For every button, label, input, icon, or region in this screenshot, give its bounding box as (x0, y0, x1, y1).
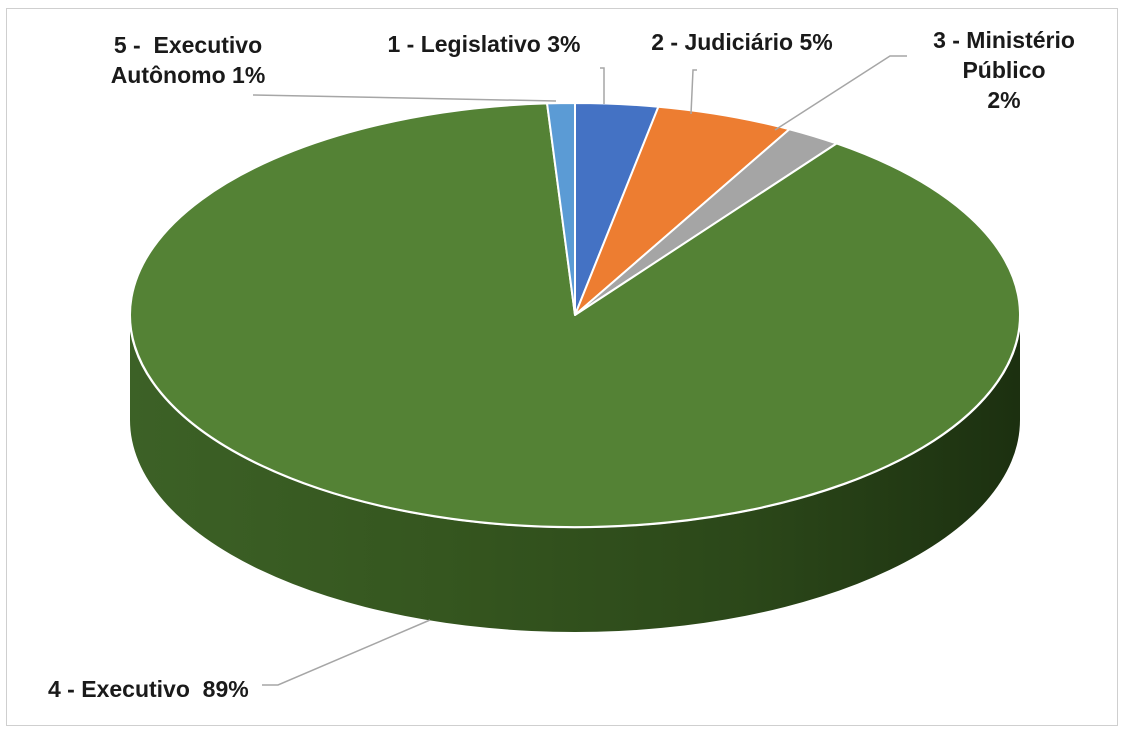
pie-side-executivo (130, 315, 1020, 632)
label-ministerio-line1: 3 - Ministério (933, 27, 1075, 53)
data-labels: 1 - Legislativo 3% 2 - Judiciário 5% 3 -… (48, 27, 1075, 702)
leader-line-autonomo (252, 94, 557, 102)
leader-line-executivo (262, 619, 431, 686)
chart-frame (6, 8, 1118, 726)
leader-line-judiciario (690, 69, 697, 115)
pie-top (129, 102, 1021, 528)
label-judiciario: 2 - Judiciário 5% (651, 29, 833, 55)
label-legislativo: 1 - Legislativo 3% (387, 31, 580, 57)
label-executivo: 4 - Executivo 89% (48, 676, 249, 702)
label-autonomo-line2: Autônomo 1% (111, 62, 266, 88)
label-ministerio-line2: Público (962, 57, 1045, 83)
pie-slice-autonomo (546, 102, 576, 316)
leader-lines (252, 55, 907, 686)
leader-line-ministerio (774, 55, 907, 131)
label-ministerio-line3: 2% (987, 87, 1020, 113)
leader-line-legislativo (600, 67, 605, 104)
label-autonomo-line1: 5 - Executivo (114, 32, 262, 58)
